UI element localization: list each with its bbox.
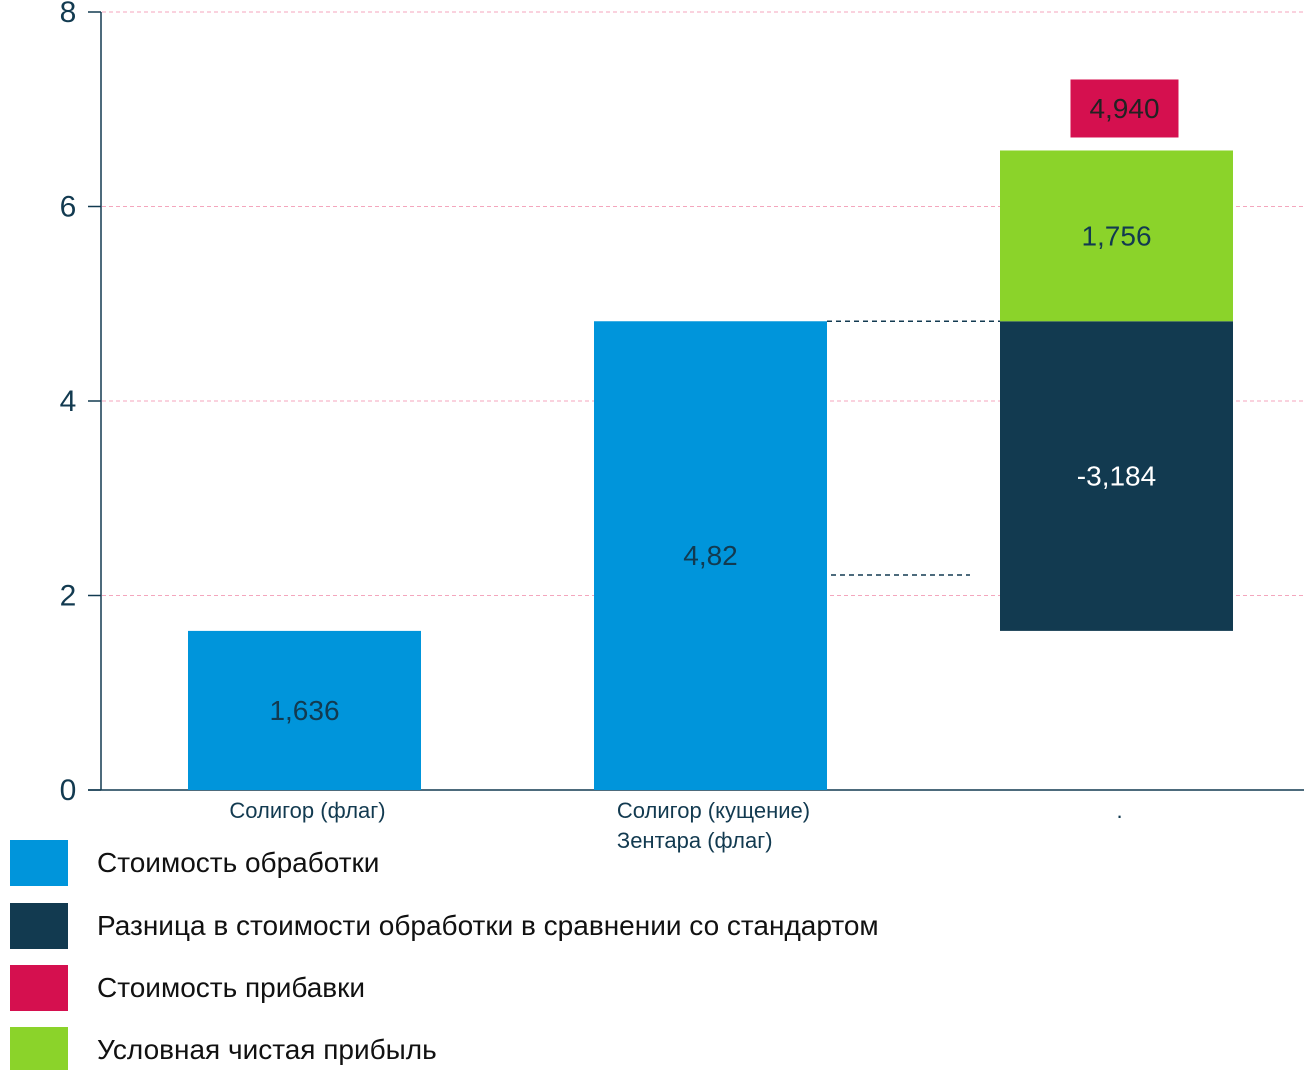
x-tick-label: Солигор (кущение) Зентара (флаг) [616, 798, 811, 853]
x-tick-label-box: . [917, 796, 1304, 826]
y-tick-label: 2 [60, 579, 77, 612]
legend-label: Разница в стоимости обработки в сравнени… [97, 910, 879, 941]
value-box [1070, 79, 1179, 138]
legend-swatch [10, 1027, 68, 1070]
legend-label: Стоимость прибавки [97, 972, 366, 1003]
y-tick-label: 4 [60, 385, 77, 418]
bar [1000, 321, 1233, 631]
data-label: -3,184 [1077, 460, 1156, 491]
bar [594, 321, 827, 790]
legend-item: Разница в стоимости обработки в сравнени… [10, 903, 1290, 949]
legend-swatch [10, 903, 68, 949]
y-tick-label: 0 [60, 774, 77, 807]
y-tick-label: 8 [60, 0, 77, 29]
legend-swatch [10, 840, 68, 886]
bar [1000, 150, 1233, 322]
bar [188, 630, 421, 790]
x-tick-label-box: Солигор (кущение) Зентара (флаг) [511, 796, 917, 856]
x-tick-label: Солигор (флаг) [229, 798, 386, 823]
data-label: 4,82 [683, 540, 738, 571]
y-tick-label: 6 [60, 190, 77, 223]
x-tick-label-box: Солигор (флаг) [105, 796, 511, 826]
legend-label: Условная чистая прибыль [97, 1034, 437, 1065]
legend-item: Стоимость прибавки [10, 965, 1290, 1011]
x-tick-label: . [1116, 798, 1123, 823]
data-label: 4,940 [1089, 93, 1159, 124]
legend-swatch [10, 965, 68, 1011]
data-label: 1,756 [1081, 220, 1151, 251]
data-label: 1,636 [269, 695, 339, 726]
legend-item: Условная чистая прибыль [10, 1027, 1290, 1070]
legend-item: Стоимость обработки [10, 840, 1290, 886]
legend-label: Стоимость обработки [97, 847, 380, 878]
